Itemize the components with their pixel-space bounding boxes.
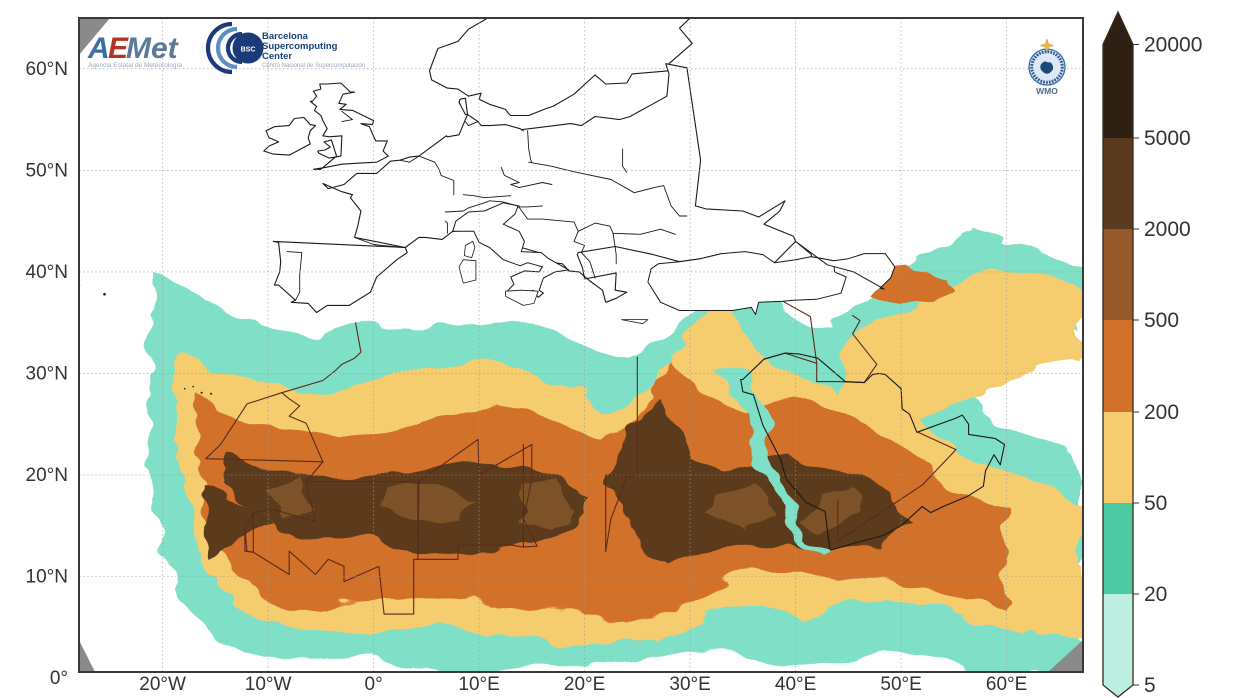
svg-text:200: 200 [1144, 401, 1179, 424]
svg-text:50°N: 50°N [26, 160, 68, 181]
svg-text:60°N: 60°N [26, 59, 68, 80]
svg-text:5: 5 [1144, 674, 1156, 697]
svg-text:A: A [87, 32, 110, 65]
svg-text:50°E: 50°E [880, 674, 921, 695]
svg-text:40°N: 40°N [26, 262, 68, 283]
svg-text:10°W: 10°W [245, 674, 292, 695]
svg-text:Agencia Estatal de Meteorologí: Agencia Estatal de Meteorología [88, 62, 182, 69]
svg-text:20000: 20000 [1144, 34, 1202, 57]
svg-text:30°N: 30°N [26, 363, 68, 384]
svg-text:60°E: 60°E [986, 674, 1027, 695]
svg-text:2000: 2000 [1144, 218, 1191, 241]
svg-text:20°N: 20°N [26, 465, 68, 486]
svg-text:30°E: 30°E [669, 674, 710, 695]
svg-text:5000: 5000 [1144, 127, 1191, 150]
svg-text:0°: 0° [50, 668, 68, 689]
svg-text:500: 500 [1144, 309, 1179, 332]
svg-text:WMO: WMO [1036, 86, 1058, 96]
svg-text:BSC: BSC [241, 47, 256, 54]
svg-text:10°N: 10°N [26, 567, 68, 588]
svg-text:20: 20 [1144, 583, 1167, 606]
svg-text:40°E: 40°E [775, 674, 816, 695]
svg-text:10°E: 10°E [458, 674, 499, 695]
svg-text:50: 50 [1144, 492, 1167, 515]
svg-text:Center: Center [262, 51, 292, 62]
svg-text:20°W: 20°W [139, 674, 186, 695]
svg-text:Met: Met [126, 32, 180, 65]
svg-text:0°: 0° [365, 674, 383, 695]
svg-text:Centro Nacional de Supercomput: Centro Nacional de Supercomputación [262, 63, 365, 69]
svg-text:20°E: 20°E [564, 674, 605, 695]
